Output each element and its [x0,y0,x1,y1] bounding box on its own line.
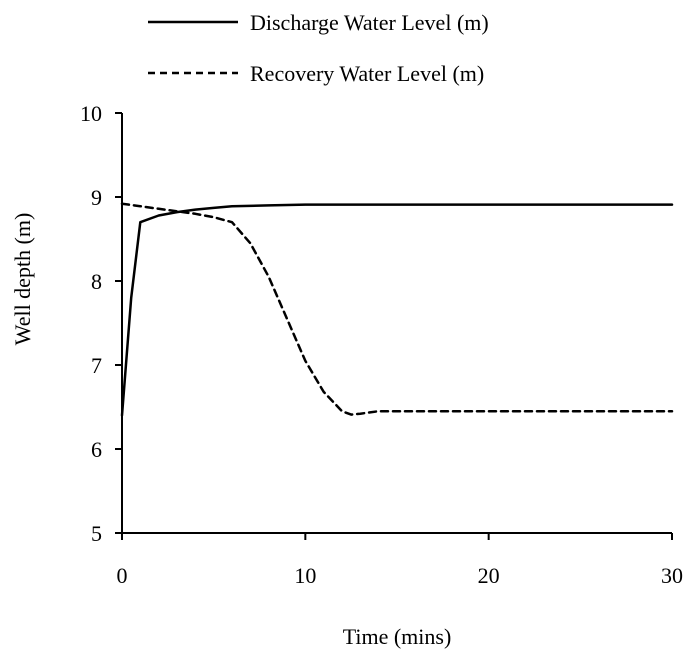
x-axis-title: Time (mins) [343,624,452,649]
x-tick-label: 30 [661,563,683,588]
y-tick-label: 9 [91,185,102,210]
y-tick-label: 8 [91,269,102,294]
legend-label-recovery: Recovery Water Level (m) [250,61,484,86]
x-tick-label: 0 [117,563,128,588]
legend-item-discharge: Discharge Water Level (m) [148,10,489,35]
y-tick-label: 6 [91,437,102,462]
series-layer [120,202,674,417]
y-tick-label: 5 [91,521,102,546]
series-line-discharge [120,203,674,417]
legend-item-recovery: Recovery Water Level (m) [148,61,484,86]
legend-label-discharge: Discharge Water Level (m) [250,10,489,35]
y-tick-label: 7 [91,353,102,378]
axes: 5 6 7 8 9 10 0 10 20 30 [80,101,683,588]
y-axis-title: Well depth (m) [10,213,35,346]
x-axis-ticks: 0 10 20 30 [117,533,683,588]
y-axis-ticks: 5 6 7 8 9 10 [80,101,122,546]
legend: Discharge Water Level (m) Recovery Water… [148,10,489,86]
series-line-recovery [120,202,674,416]
x-tick-label: 10 [294,563,316,588]
x-tick-label: 20 [478,563,500,588]
y-tick-label: 10 [80,101,102,126]
